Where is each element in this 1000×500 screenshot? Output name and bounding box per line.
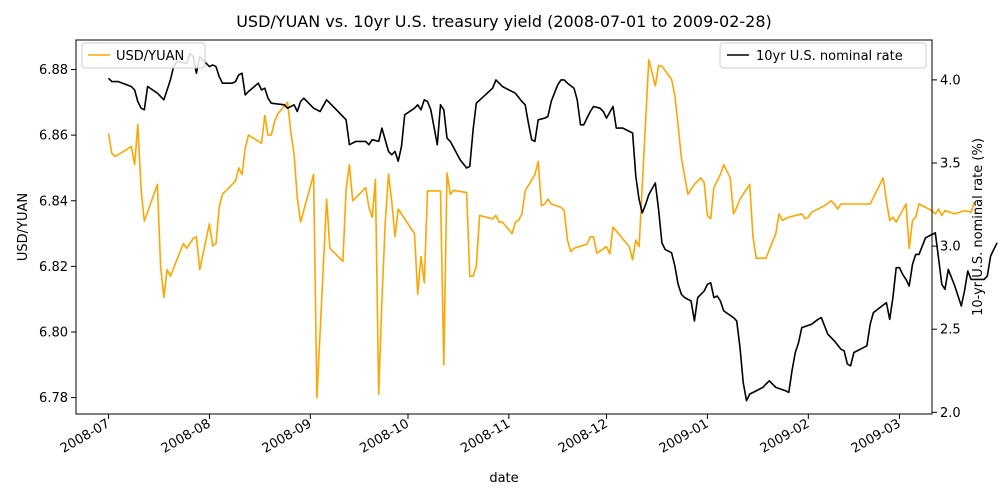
us-10yr-rate-line [107,52,998,402]
legend-10yr-rate-label: 10yr U.S. nominal rate [756,49,903,64]
legend-left-box [81,42,206,69]
y-right-tick-label: 3.5 [940,157,961,172]
plot-area [75,39,998,415]
legend-usd-yuan-label: USD/YUAN [116,49,184,64]
x-axis-title: date [489,471,518,486]
legend-left: USD/YUAN [81,42,206,69]
y-left-tick-label: 6.84 [39,194,68,209]
plot-background [76,40,932,414]
y-left-tick-label: 6.86 [39,129,68,144]
plot-frame [75,39,933,415]
chart-title: USD/YUAN vs. 10yr U.S. treasury yield (2… [236,12,772,31]
usd-yuan-series [107,58,976,399]
legend-right: 10yr U.S. nominal rate [719,42,927,69]
y-left-tick-label: 6.88 [39,63,68,78]
y-right-tick-label: 2.5 [940,323,961,338]
y-left-tick-label: 6.82 [39,260,68,275]
y-right-tick-label: 3.0 [940,240,961,255]
y-axis-right: 2.0 2.5 3.0 3.5 4.0 [932,73,961,421]
y-axis-right-title: 10-yr U.S. nominal rate (%) [971,138,986,316]
us-10yr-rate-series [107,52,998,402]
legend-right-box [719,42,927,69]
y-right-tick-label: 2.0 [940,406,961,421]
y-right-tick-label: 4.0 [940,73,961,88]
usd-yuan-line [107,58,976,399]
y-left-tick-label: 6.80 [39,325,68,340]
y-left-tick-label: 6.78 [39,391,68,406]
y-axis-left: 6.78 6.80 6.82 6.84 6.86 6.88 [39,63,76,406]
y-axis-left-title: USD/YUAN [16,193,31,261]
